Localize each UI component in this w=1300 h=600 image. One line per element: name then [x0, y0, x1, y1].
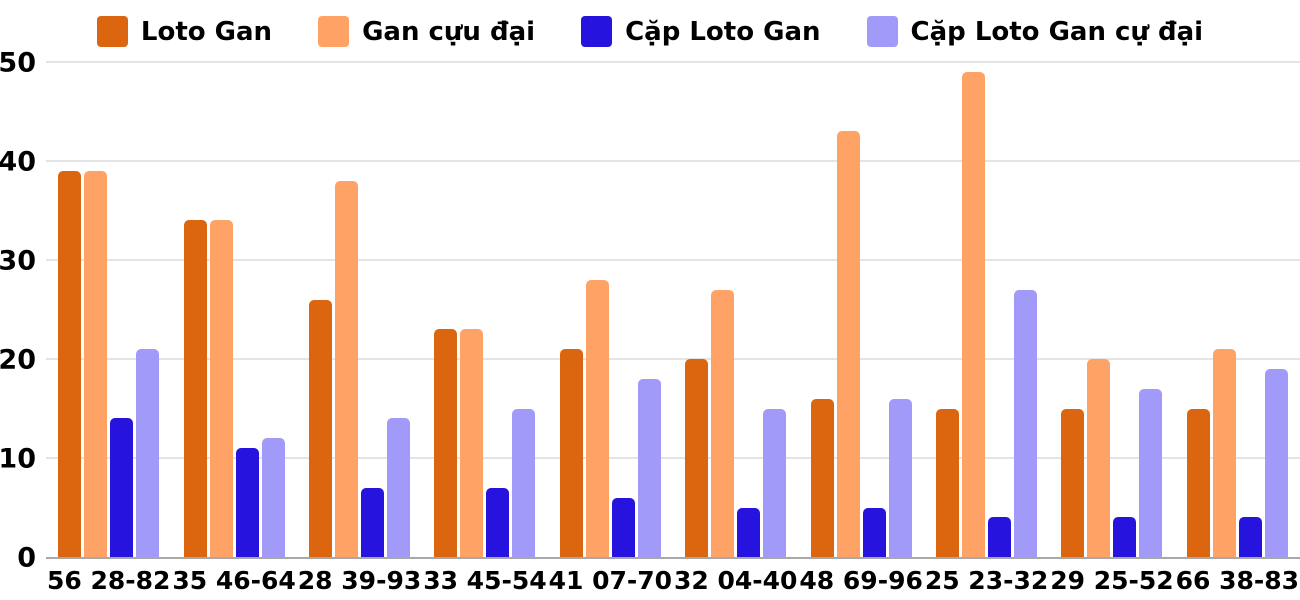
- legend-label: Gan cựu đại: [362, 16, 536, 47]
- x-axis-category-label: 28 39-93: [297, 566, 422, 595]
- bar-group-56-28-82: [46, 62, 171, 557]
- bar-loto-gan: [936, 408, 960, 557]
- legend-swatch-icon: [96, 16, 128, 47]
- x-axis-category-label: 32 04-40: [674, 566, 798, 595]
- gridline: [46, 457, 1300, 459]
- bar-loto-gan: [1061, 408, 1085, 557]
- legend: Loto Gan Gan cựu đại Cặp Loto Gan Cặp Loto …: [0, 0, 1300, 54]
- legend-item-cap-loto-gan: Cặp Loto Gan: [581, 16, 821, 47]
- bar-gan-cuu-ai: [962, 71, 986, 557]
- bar-group-28-39-93: [297, 62, 422, 557]
- x-axis: 56 28-82 35 46-64 28 39-93 33 45-54 41 07-70…: [46, 559, 1300, 595]
- x-axis-category-label: 56 28-82: [46, 566, 171, 595]
- gridline: [46, 358, 1300, 360]
- bar-loto-gan: [559, 349, 583, 557]
- bar-gan-cuu-ai: [335, 180, 359, 557]
- plot-wrap: 56 28-82 35 46-64 28 39-93 33 45-54 41 07-70…: [46, 61, 1300, 595]
- bar-cap-loto-gan: [1113, 517, 1137, 557]
- plot-area: [46, 61, 1300, 559]
- bar-cap-loto-gan: [486, 487, 510, 557]
- bar-cap-loto-gan: [235, 448, 259, 557]
- bar-gan-cuu-ai: [460, 329, 484, 557]
- bar-cap-loto-gan-cu-ai: [512, 408, 536, 557]
- legend-label: Cặp Loto Gan: [625, 16, 821, 47]
- x-axis-category-label: 25 23-32: [924, 566, 1049, 595]
- bar-group-33-45-54: [422, 62, 547, 557]
- y-axis: 0 10 20 30 40 50: [0, 50, 46, 572]
- bar-cap-loto-gan-cu-ai: [1139, 388, 1163, 557]
- legend-swatch-icon: [318, 16, 350, 47]
- legend-item-cap-loto-gan-cu-ai: Cặp Loto Gan cự đại: [866, 16, 1204, 47]
- bar-cap-loto-gan-cu-ai: [136, 349, 160, 557]
- bar-cap-loto-gan: [110, 418, 134, 557]
- bar-gan-cuu-ai: [209, 220, 233, 557]
- bar-loto-gan: [309, 299, 333, 557]
- gridline: [46, 61, 1300, 63]
- bar-gan-cuu-ai: [836, 131, 860, 557]
- bar-group-41-07-70: [548, 62, 673, 557]
- gridline: [46, 259, 1300, 261]
- bar-gan-cuu-ai: [711, 289, 735, 557]
- legend-label: Loto Gan: [140, 16, 273, 47]
- bar-gan-cuu-ai: [1087, 359, 1111, 557]
- y-axis-tick-label: 50: [0, 47, 36, 79]
- bar-gan-cuu-ai: [84, 170, 108, 557]
- bar-cap-loto-gan: [611, 497, 635, 557]
- bar-gan-cuu-ai: [585, 279, 609, 557]
- bar-cap-loto-gan: [737, 507, 761, 557]
- y-axis-tick-label: 10: [0, 443, 36, 475]
- bar-cap-loto-gan: [988, 517, 1012, 557]
- y-axis-tick-label: 30: [0, 245, 36, 277]
- bar-cap-loto-gan-cu-ai: [637, 378, 661, 557]
- gridline: [46, 160, 1300, 162]
- bar-cap-loto-gan-cu-ai: [1264, 368, 1288, 557]
- bar-cap-loto-gan-cu-ai: [763, 408, 787, 557]
- bar-cap-loto-gan: [862, 507, 886, 557]
- x-axis-category-label: 29 25-52: [1050, 566, 1174, 595]
- bar-cap-loto-gan: [361, 487, 385, 557]
- bar-group-32-04-40: [673, 62, 798, 557]
- x-axis-category-label: 33 45-54: [423, 566, 547, 595]
- bar-gan-cuu-ai: [1212, 349, 1236, 557]
- bar-group-25-23-32: [924, 62, 1049, 557]
- bar-loto-gan: [58, 170, 82, 557]
- x-axis-category-label: 41 07-70: [548, 566, 673, 595]
- bar-loto-gan: [434, 329, 458, 557]
- legend-item-loto-gan: Loto Gan: [96, 16, 273, 47]
- bar-cap-loto-gan-cu-ai: [888, 398, 912, 557]
- x-axis-category-label: 66 38-83: [1175, 566, 1300, 595]
- x-axis-category-label: 48 69-96: [799, 566, 923, 595]
- chart-body: 0 10 20 30 40 50 56 28-82 35 46-64 28 39-93 33 4…: [0, 50, 1300, 595]
- y-axis-tick-label: 0: [17, 542, 36, 574]
- y-axis-tick-label: 40: [0, 146, 36, 178]
- bar-loto-gan: [810, 398, 834, 557]
- bar-loto-gan: [183, 220, 207, 557]
- legend-swatch-icon: [581, 16, 613, 47]
- bar-cap-loto-gan-cu-ai: [1014, 289, 1038, 557]
- bar-group-48-69-96: [798, 62, 923, 557]
- bar-cap-loto-gan-cu-ai: [261, 438, 285, 557]
- bar-cap-loto-gan: [1238, 517, 1262, 557]
- x-axis-category-label: 35 46-64: [172, 566, 296, 595]
- bar-group-66-38-83: [1175, 62, 1300, 557]
- bar-group-35-46-64: [171, 62, 296, 557]
- legend-label: Cặp Loto Gan cự đại: [910, 16, 1204, 47]
- bar-cap-loto-gan-cu-ai: [387, 418, 411, 557]
- y-axis-tick-label: 20: [0, 344, 36, 376]
- bar-loto-gan: [685, 359, 709, 557]
- bar-group-29-25-52: [1049, 62, 1174, 557]
- legend-swatch-icon: [866, 16, 898, 47]
- bar-loto-gan: [1186, 408, 1210, 557]
- legend-item-gan-cuu-ai: Gan cựu đại: [318, 16, 535, 47]
